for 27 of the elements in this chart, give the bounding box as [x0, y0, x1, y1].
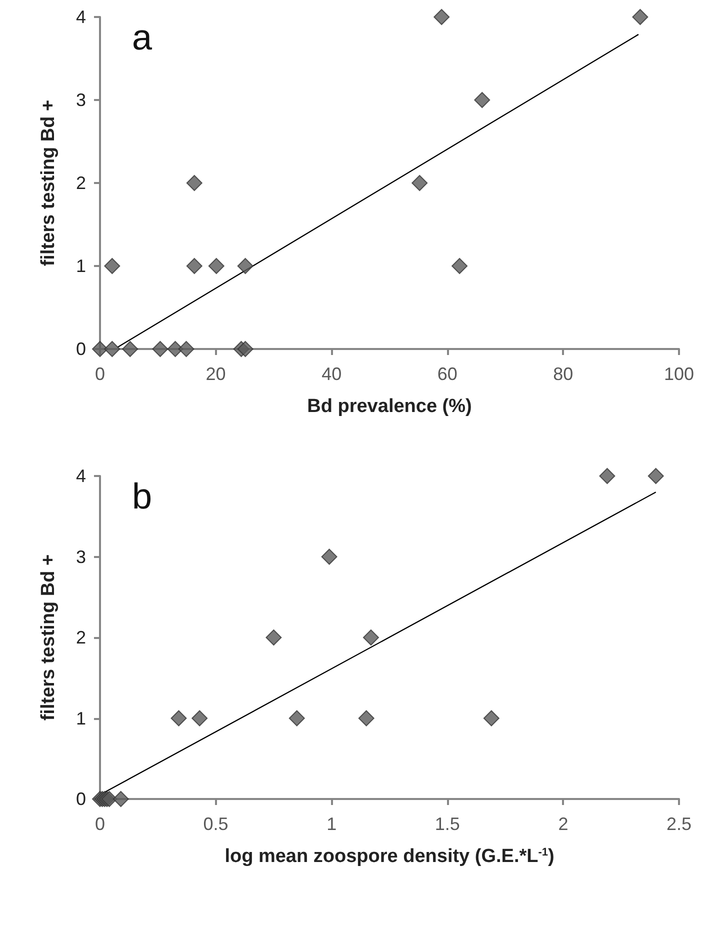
x-tick-label: 0	[94, 364, 106, 384]
annotation: b	[132, 476, 152, 516]
x-tick-label: 0	[94, 814, 106, 834]
annotation: a	[132, 16, 153, 58]
x-tick-label: 2	[558, 814, 568, 834]
x-axis-title: Bd prevalence (%)	[307, 396, 472, 417]
y-tick-label: 2	[76, 173, 86, 193]
y-tick-label: 0	[76, 789, 86, 809]
y-tick-label: 3	[76, 90, 86, 110]
x-tick-label: 0.5	[203, 814, 228, 834]
y-axis-title: filters testing Bd +	[38, 554, 59, 721]
x-tick-label: 2.5	[666, 814, 692, 834]
x-tick-label: 1	[326, 814, 337, 834]
y-tick-label: 2	[76, 628, 86, 648]
y-tick-label: 1	[76, 256, 86, 276]
y-tick-label: 0	[76, 339, 86, 359]
x-tick-label: 60	[437, 364, 458, 384]
y-axis-title: filters testing Bd +	[38, 100, 59, 266]
x-tick-label: 1.5	[434, 814, 460, 834]
y-tick-label: 3	[76, 546, 86, 567]
y-tick-label: 1	[76, 708, 86, 728]
x-tick-label: 100	[664, 364, 694, 384]
x-tick-label: 80	[553, 364, 574, 384]
x-tick-label: 20	[206, 364, 226, 384]
y-tick-label: 4	[76, 7, 86, 27]
y-tick-label: 4	[76, 466, 86, 486]
x-tick-label: 40	[322, 364, 342, 384]
